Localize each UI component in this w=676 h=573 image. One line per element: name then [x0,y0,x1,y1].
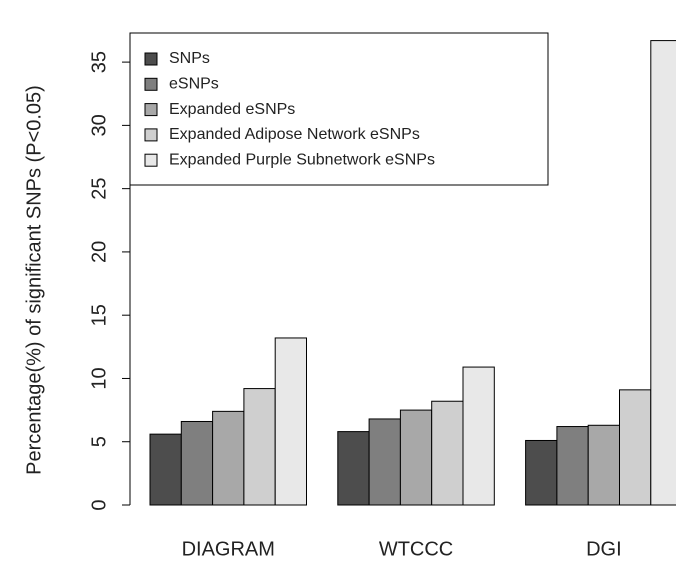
y-tick-label: 0 [88,499,110,510]
bar [243,388,276,506]
y-tick-label: 35 [88,51,110,73]
y-tick-label: 30 [88,114,110,136]
legend-label: Expanded Purple Subnetwork eSNPs [169,151,435,168]
bar [431,400,464,506]
bar [525,439,558,506]
legend-swatch [144,103,158,117]
bar [180,420,214,506]
legend-label: Expanded Adipose Network eSNPs [169,126,420,143]
y-tick-label: 20 [88,241,110,263]
legend-box [129,32,549,186]
legend-swatch [144,77,158,91]
y-tick-label: 25 [88,178,110,200]
bar [650,40,676,506]
legend-swatch [144,128,158,142]
x-tick-label: DGI [586,538,622,560]
bar [587,424,621,506]
bar [337,431,370,506]
bar [212,410,245,506]
y-tick-label: 10 [88,367,110,389]
x-tick-label: DIAGRAM [182,538,275,560]
bar [462,366,495,506]
legend-label: eSNPs [169,76,219,93]
legend-label: Expanded eSNPs [169,101,295,118]
legend-swatch [144,52,158,66]
y-tick-label: 15 [88,304,110,326]
bar [556,426,589,506]
y-tick-label: 5 [88,436,110,447]
y-axis-label: Percentage(%) of significant SNPs (P<0.0… [23,85,45,475]
legend-swatch [144,153,158,167]
x-tick-label: WTCCC [379,538,453,560]
bar [149,433,182,506]
bar [399,409,433,506]
bar [274,337,308,506]
legend-label: SNPs [169,50,210,67]
bar [619,389,652,506]
bar [368,418,401,506]
